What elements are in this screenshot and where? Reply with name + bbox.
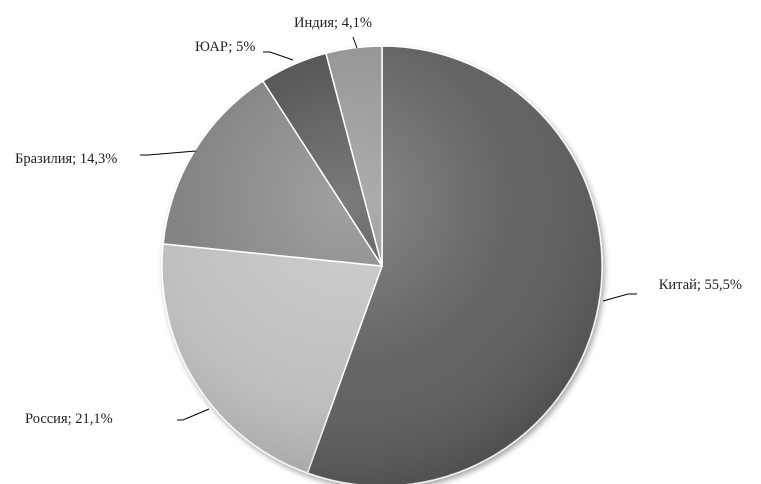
labels-layer: Китай; 55,5% Россия; 21,1% Бразилия; 14,3%… xyxy=(15,15,742,427)
data-label-1: Россия; 21,1% xyxy=(25,411,113,427)
leader-line-2 xyxy=(140,150,197,156)
leader-line-4 xyxy=(352,36,358,49)
leader-line-0 xyxy=(602,293,637,302)
leader-line-3 xyxy=(263,51,294,61)
leader-lines-layer xyxy=(140,36,637,421)
slices-layer xyxy=(161,45,603,484)
data-label-2: Бразилия; 14,3% xyxy=(15,151,117,167)
data-label-3: ЮАР; 5% xyxy=(195,39,255,55)
data-label-0: Китай; 55,5% xyxy=(659,277,742,293)
leader-line-1 xyxy=(177,408,210,421)
data-label-4: Индия; 4,1% xyxy=(294,15,372,31)
